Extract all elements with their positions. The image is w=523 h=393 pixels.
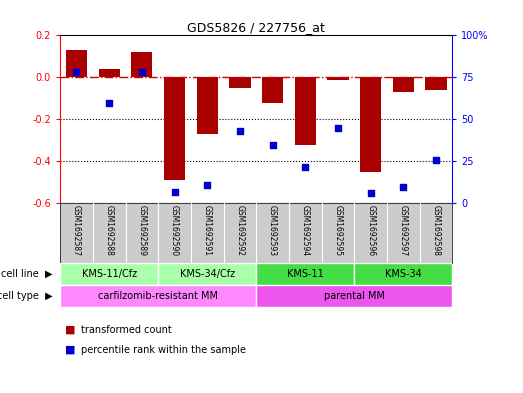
Text: KMS-11/Cfz: KMS-11/Cfz xyxy=(82,269,137,279)
Text: carfilzomib-resistant MM: carfilzomib-resistant MM xyxy=(98,291,218,301)
Bar xyxy=(294,77,316,145)
Bar xyxy=(66,50,87,77)
Bar xyxy=(256,285,452,307)
Bar xyxy=(355,263,452,285)
Bar xyxy=(60,285,256,307)
Point xyxy=(301,163,310,170)
Text: ■: ■ xyxy=(65,345,76,355)
Text: ■: ■ xyxy=(65,325,76,335)
Bar xyxy=(164,77,185,180)
Bar xyxy=(393,77,414,92)
Point xyxy=(72,69,81,75)
Text: parental MM: parental MM xyxy=(324,291,385,301)
Text: GSM1692588: GSM1692588 xyxy=(105,205,113,256)
Point xyxy=(334,125,342,131)
Point xyxy=(367,190,375,196)
Point xyxy=(138,69,146,75)
Point xyxy=(236,128,244,134)
Bar xyxy=(60,263,158,285)
Bar xyxy=(197,77,218,134)
Text: KMS-34: KMS-34 xyxy=(385,269,422,279)
Text: cell type  ▶: cell type ▶ xyxy=(0,291,52,301)
Text: KMS-11: KMS-11 xyxy=(287,269,324,279)
Bar xyxy=(256,263,355,285)
Text: GSM1692589: GSM1692589 xyxy=(138,205,146,256)
Text: GSM1692590: GSM1692590 xyxy=(170,205,179,256)
Point xyxy=(170,189,179,195)
Point xyxy=(432,157,440,163)
Text: KMS-34/Cfz: KMS-34/Cfz xyxy=(180,269,235,279)
Title: GDS5826 / 227756_at: GDS5826 / 227756_at xyxy=(187,21,325,34)
Point xyxy=(203,182,211,188)
Bar xyxy=(131,52,153,77)
Text: GSM1692596: GSM1692596 xyxy=(366,205,375,256)
Text: GSM1692591: GSM1692591 xyxy=(203,205,212,256)
Point xyxy=(268,141,277,148)
Text: GSM1692598: GSM1692598 xyxy=(431,205,440,256)
Text: cell line  ▶: cell line ▶ xyxy=(1,269,52,279)
Bar xyxy=(360,77,381,172)
Bar xyxy=(229,77,251,88)
Bar xyxy=(425,77,447,90)
Text: GSM1692595: GSM1692595 xyxy=(334,205,343,256)
Point xyxy=(105,99,113,106)
Text: GSM1692593: GSM1692593 xyxy=(268,205,277,256)
Text: GSM1692597: GSM1692597 xyxy=(399,205,408,256)
Point xyxy=(399,184,407,190)
Bar xyxy=(158,263,256,285)
Text: GSM1692594: GSM1692594 xyxy=(301,205,310,256)
Text: percentile rank within the sample: percentile rank within the sample xyxy=(81,345,246,355)
Bar xyxy=(262,77,283,103)
Text: GSM1692592: GSM1692592 xyxy=(235,205,244,256)
Bar xyxy=(98,69,120,77)
Bar xyxy=(327,77,349,79)
Text: GSM1692587: GSM1692587 xyxy=(72,205,81,256)
Text: transformed count: transformed count xyxy=(81,325,172,335)
